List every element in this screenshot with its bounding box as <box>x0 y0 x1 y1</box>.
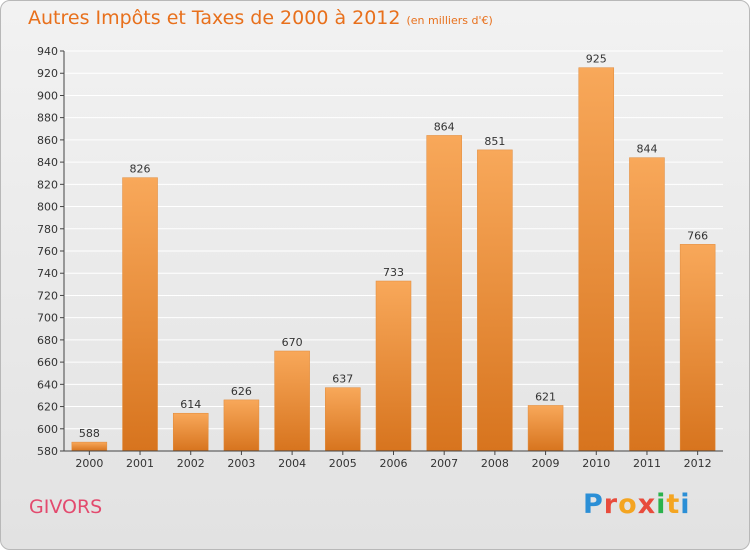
bar <box>122 177 158 452</box>
y-axis-ticks: 580 600 620 640 660 680 700 720 740 760 780 800 820 8… <box>37 45 64 458</box>
logo-letter: o <box>618 489 638 520</box>
y-tick-label: 600 <box>37 423 58 436</box>
data-label: 851 <box>484 135 505 148</box>
x-tick-label: 2008 <box>481 457 509 470</box>
chart-title-text: Autres Impôts et Taxes de 2000 à 2012 <box>28 7 401 29</box>
x-tick-label: 2002 <box>177 457 205 470</box>
data-label: 621 <box>535 390 556 403</box>
x-tick-label: 2000 <box>75 457 103 470</box>
y-tick-label: 700 <box>37 312 58 325</box>
logo-letter: x <box>637 489 657 520</box>
y-tick-label: 740 <box>37 267 58 280</box>
data-label: 614 <box>180 398 201 411</box>
bar <box>426 135 462 452</box>
x-tick-label: 2004 <box>278 457 306 470</box>
x-axis-ticks: 2000 2001 2002 2003 2004 2005 2006 2007 2008 2009… <box>75 451 712 470</box>
chart-title: Autres Impôts et Taxes de 2000 à 2012 (en… <box>28 7 493 29</box>
logo-letter: i <box>680 489 691 520</box>
data-label: 826 <box>130 163 151 176</box>
x-tick-label: 2011 <box>633 457 661 470</box>
x-tick-label: 2010 <box>582 457 610 470</box>
data-labels: 588 826 614 626 670 637 733 864 851 621 925 844 766 <box>79 53 708 440</box>
x-tick-label: 2009 <box>532 457 560 470</box>
logo-letter: i <box>656 489 667 520</box>
y-tick-label: 640 <box>37 378 58 391</box>
bar <box>578 67 615 452</box>
y-tick-label: 760 <box>37 245 58 258</box>
bar <box>375 280 412 452</box>
y-tick-label: 800 <box>37 201 58 214</box>
data-label: 766 <box>687 229 708 242</box>
place-name: GIVORS <box>29 496 103 518</box>
data-label: 670 <box>282 336 303 349</box>
y-tick-label: 880 <box>37 112 58 125</box>
bar <box>172 412 209 452</box>
bar <box>679 244 716 452</box>
y-tick-label: 620 <box>37 401 58 414</box>
data-label: 844 <box>636 143 657 156</box>
bar <box>274 350 310 452</box>
proxiti-logo[interactable]: Proxiti <box>583 489 691 520</box>
y-tick-label: 580 <box>37 445 58 458</box>
x-tick-label: 2005 <box>329 457 357 470</box>
bar <box>71 441 108 452</box>
x-tick-label: 2006 <box>380 457 408 470</box>
x-tick-label: 2007 <box>430 457 458 470</box>
data-label: 637 <box>332 373 353 386</box>
y-tick-label: 820 <box>37 178 58 191</box>
logo-letter: r <box>603 489 619 520</box>
y-tick-label: 920 <box>37 67 58 80</box>
y-tick-label: 940 <box>37 45 58 58</box>
y-tick-label: 840 <box>37 156 58 169</box>
x-tick-label: 2003 <box>227 457 255 470</box>
y-tick-label: 720 <box>37 289 58 302</box>
chart-unit: (en milliers d'€) <box>406 14 493 27</box>
logo-letter: P <box>583 489 604 520</box>
data-label: 588 <box>79 427 100 440</box>
bar <box>223 399 260 452</box>
y-tick-label: 660 <box>37 356 58 369</box>
y-tick-label: 900 <box>37 89 58 102</box>
x-tick-label: 2001 <box>126 457 154 470</box>
y-tick-label: 780 <box>37 223 58 236</box>
y-tick-label: 860 <box>37 134 58 147</box>
bar <box>325 387 361 452</box>
bar <box>527 405 564 452</box>
y-tick-label: 680 <box>37 334 58 347</box>
data-label: 733 <box>383 266 404 279</box>
bar <box>629 157 665 452</box>
data-label: 626 <box>231 385 252 398</box>
x-tick-label: 2012 <box>684 457 712 470</box>
bars <box>71 67 716 452</box>
logo-letter: t <box>666 489 681 520</box>
data-label: 925 <box>586 53 607 66</box>
bar <box>477 149 513 452</box>
data-label: 864 <box>434 120 455 133</box>
